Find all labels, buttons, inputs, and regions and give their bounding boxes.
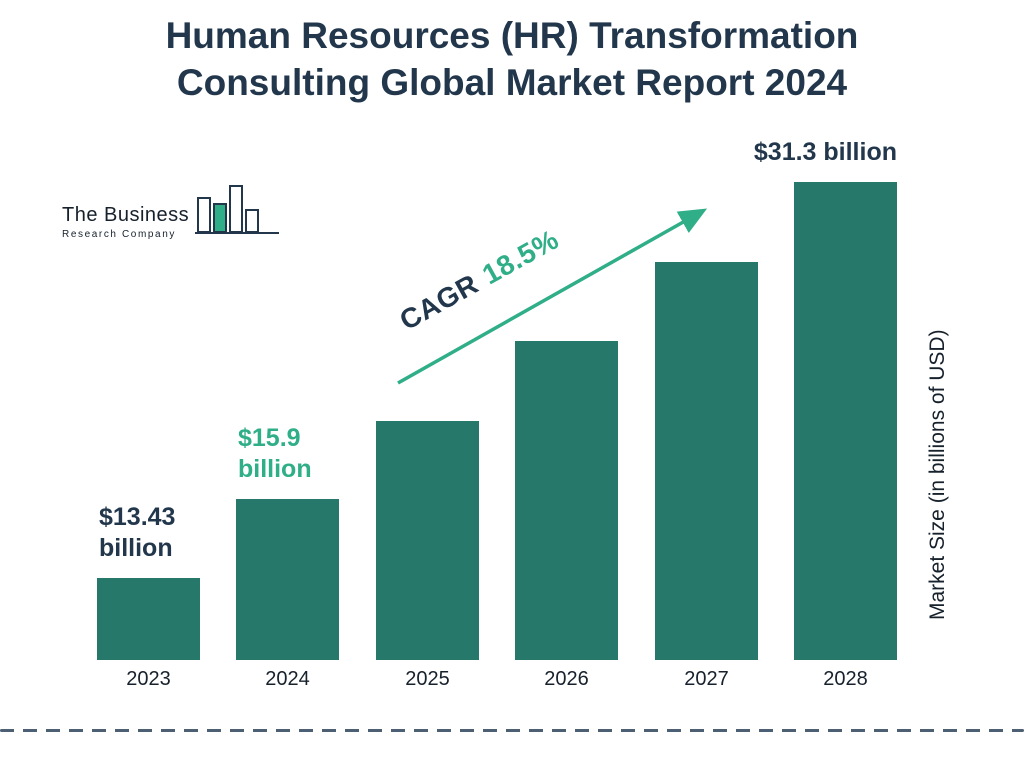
y-axis-label: Market Size (in billions of USD)	[926, 329, 949, 621]
logo-name-line2: Research Company	[62, 229, 176, 240]
x-tick-2025: 2025	[405, 668, 450, 690]
plot-area: 2023 2024 2025 2026 2027 2028 $13.43 billion $15…	[97, 138, 897, 690]
company-logo: The Business Research Company	[62, 182, 281, 244]
chart-title-line2: Consulting Global Market Report 2024	[176, 62, 848, 103]
company-logo-text: The Business Research Company	[62, 204, 189, 244]
x-tick-2027: 2027	[684, 668, 729, 690]
chart-title: Human Resources (HR) Transformation Cons…	[0, 12, 1024, 106]
x-tick-2028: 2028	[823, 668, 868, 690]
value-label-2023: $13.43 billion	[99, 503, 176, 562]
bar-2024	[236, 499, 339, 660]
bar-2027	[655, 262, 758, 660]
x-tick-2026: 2026	[544, 668, 589, 690]
bottom-dashed-divider	[0, 729, 1024, 732]
logo-name-line1: The Business	[62, 204, 190, 226]
bar-2025	[376, 421, 479, 660]
bar-2028	[794, 182, 897, 660]
chart-title-line1: Human Resources (HR) Transformation	[165, 15, 859, 56]
cagr-arrow	[397, 208, 708, 385]
bar-chart-logo-icon	[195, 185, 280, 234]
x-tick-2023: 2023	[126, 668, 171, 690]
value-label-2024: $15.9 billion	[238, 424, 312, 483]
bar-2026	[515, 341, 618, 660]
value-label-2028: $31.3 billion	[753, 138, 897, 166]
x-tick-2024: 2024	[265, 668, 310, 690]
bar-2023	[97, 578, 200, 660]
